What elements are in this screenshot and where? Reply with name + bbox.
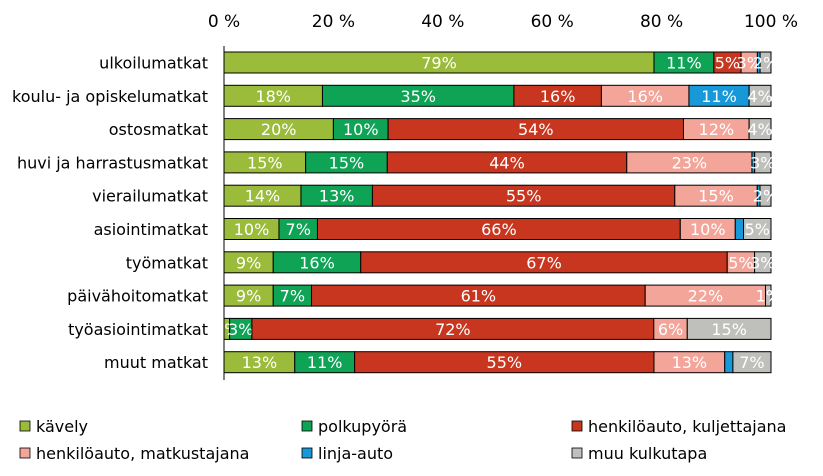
data-label: 54% xyxy=(518,120,554,139)
data-label: 4% xyxy=(747,120,772,139)
x-tick-label: 20 % xyxy=(312,12,355,32)
category-label: asiointimatkat xyxy=(94,220,208,239)
x-tick-label: 0 % xyxy=(208,12,240,32)
legend-swatch xyxy=(301,447,313,459)
plot-area: 79% 11% 5%3%2%18% 35% 16% 16% 11% 4%20% 10% 54% 12… xyxy=(214,46,781,380)
data-label: 55% xyxy=(487,353,523,372)
data-label: 15% xyxy=(711,320,747,339)
category-label: päivähoitomatkat xyxy=(67,287,208,306)
data-label: 72% xyxy=(435,320,471,339)
category-label: koulu- ja opiskelumatkat xyxy=(12,87,208,106)
data-label: 2% xyxy=(753,54,778,73)
data-label: 20% xyxy=(261,120,297,139)
bar-segment xyxy=(754,251,772,274)
bar-segment xyxy=(748,84,772,107)
data-label: 3% xyxy=(750,153,775,172)
data-label: 16% xyxy=(299,253,335,272)
category-label: ostosmatkat xyxy=(109,120,208,139)
data-label: 10% xyxy=(343,120,379,139)
data-label: 15% xyxy=(698,187,734,206)
data-label: 5% xyxy=(745,220,770,239)
x-axis: 0 % 20 % 40 % 60 % 80 % 100 % xyxy=(208,12,798,32)
data-label: 5% xyxy=(728,253,753,272)
bar-segment xyxy=(734,218,745,240)
data-label: 9% xyxy=(236,253,261,272)
data-label: 23% xyxy=(672,153,708,172)
legend-swatch xyxy=(301,420,313,432)
data-label: 9% xyxy=(236,287,261,306)
legend-swatch xyxy=(19,420,31,432)
data-label: 15% xyxy=(247,153,283,172)
category-label: ulkoilumatkat xyxy=(99,54,208,73)
bar-segment xyxy=(754,151,772,174)
data-label: 11% xyxy=(701,87,737,106)
data-label: 55% xyxy=(506,187,542,206)
data-label: 4% xyxy=(747,87,772,106)
data-label: 35% xyxy=(400,87,436,106)
legend-label: polkupyörä xyxy=(318,417,407,436)
x-tick-label: 100 % xyxy=(744,12,798,32)
data-label: 5% xyxy=(715,54,740,73)
bar-segment xyxy=(759,51,772,74)
bar-segment xyxy=(732,351,772,374)
category-label: huvi ja harrastusmatkat xyxy=(17,153,208,172)
data-label: 3% xyxy=(750,253,775,272)
x-tick-label: 80 % xyxy=(640,12,683,32)
category-label: työmatkat xyxy=(126,253,208,272)
legend-swatch xyxy=(19,447,31,459)
bar-segment xyxy=(724,351,734,374)
data-label: 16% xyxy=(540,87,576,106)
data-label: 13% xyxy=(242,353,278,372)
data-label: 3% xyxy=(228,320,253,339)
data-label: 10% xyxy=(690,220,726,239)
data-label: 11% xyxy=(666,54,702,73)
y-axis: ulkoilumatkat koulu- ja opiskelumatkat ost… xyxy=(12,54,208,373)
data-label: 7% xyxy=(739,353,764,372)
data-label: 67% xyxy=(526,253,562,272)
data-label: 12% xyxy=(699,120,735,139)
data-label: 16% xyxy=(627,87,663,106)
legend-swatch xyxy=(571,420,583,432)
legend-swatch xyxy=(571,447,583,459)
data-label: 14% xyxy=(245,187,281,206)
bar-segment xyxy=(743,218,772,240)
data-label: 22% xyxy=(688,287,724,306)
data-label: 79% xyxy=(421,54,457,73)
data-label: 3% xyxy=(737,54,762,73)
data-label: 18% xyxy=(255,87,291,106)
bar-segment xyxy=(759,184,772,207)
data-label: 13% xyxy=(672,353,708,372)
bar-segment xyxy=(765,284,772,307)
data-label: 2% xyxy=(753,187,778,206)
legend: kävely polkupyörä henkilöauto, kuljettajan… xyxy=(19,417,786,463)
data-label: 44% xyxy=(489,153,525,172)
data-label: 6% xyxy=(658,320,683,339)
data-label: 1% xyxy=(756,287,781,306)
legend-label: linja-auto xyxy=(318,444,393,463)
x-tick-label: 40 % xyxy=(421,12,464,32)
data-label: 11% xyxy=(307,353,343,372)
data-label: 61% xyxy=(461,287,497,306)
legend-label: henkilöauto, matkustajana xyxy=(36,444,249,463)
data-label: 15% xyxy=(329,153,365,172)
data-label: 10% xyxy=(234,220,270,239)
data-label: 7% xyxy=(280,287,305,306)
x-tick-label: 60 % xyxy=(531,12,574,32)
bar-segment xyxy=(748,118,772,141)
category-label: työasiointimatkat xyxy=(68,320,208,339)
category-label: vierailumatkat xyxy=(92,187,208,206)
legend-label: henkilöauto, kuljettajana xyxy=(588,417,786,436)
category-label: muut matkat xyxy=(104,353,208,372)
data-label: 13% xyxy=(319,187,355,206)
legend-label: kävely xyxy=(36,417,88,436)
bar-segment xyxy=(686,317,772,340)
data-label: 7% xyxy=(286,220,311,239)
data-label: 66% xyxy=(481,220,517,239)
legend-label: muu kulkutapa xyxy=(588,444,707,463)
